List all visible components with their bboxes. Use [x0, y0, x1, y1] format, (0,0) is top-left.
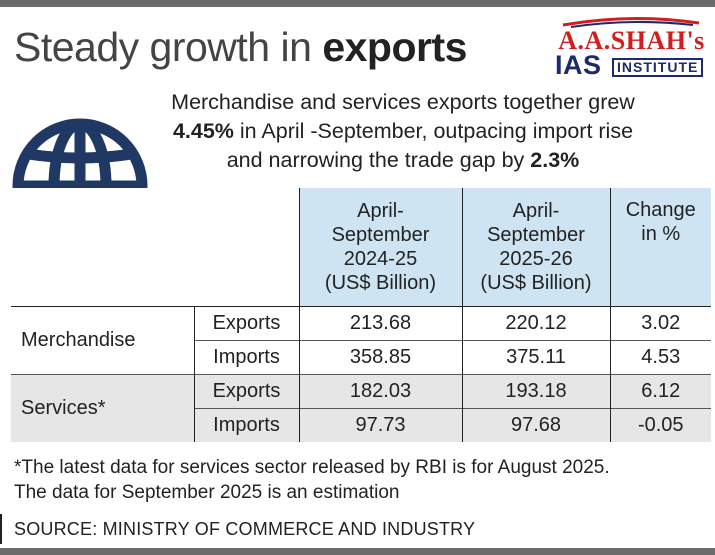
col-header-2024: April- September 2024-25 (US$ Billion): [298, 188, 462, 307]
subtitle-line3: and narrowing the trade gap by: [226, 148, 531, 172]
category-services: Services*: [11, 374, 194, 442]
col-header-line: September: [487, 224, 585, 246]
table-cell: 375.11: [461, 340, 610, 375]
logo-institute: INSTITUTE: [612, 58, 704, 77]
row-label: Imports: [193, 340, 299, 375]
col-header-line: Change: [625, 199, 696, 221]
table-cell: -0.05: [609, 408, 711, 442]
table-cell: 3.02: [609, 306, 711, 341]
subtitle-pct2: 2.3%: [530, 148, 580, 172]
footnote: *The latest data for services sector rel…: [14, 455, 714, 505]
col-header-change: Change in %: [609, 188, 711, 307]
col-header-line: September: [331, 224, 430, 246]
footnote-line: *The latest data for services sector rel…: [14, 457, 610, 478]
logo-name: A.A.SHAH's: [558, 26, 705, 55]
source-rule: [0, 514, 2, 544]
subtitle-line1: Merchandise and services exports togethe…: [171, 90, 635, 114]
source-text: SOURCE: MINISTRY OF COMMERCE AND INDUSTR…: [14, 519, 476, 539]
chart-subtitle: Merchandise and services exports togethe…: [143, 88, 663, 175]
col-header-line: (US$ Billion): [324, 272, 437, 294]
subtitle-line2: in April -September, outpacing import ri…: [233, 119, 634, 143]
table-cell: 358.85: [298, 340, 462, 375]
table-row: Services* Exports 182.03 193.18 6.12: [11, 374, 711, 442]
table-cell: 220.12: [461, 306, 610, 341]
table-row: Imports 97.73 97.68 -0.05: [11, 408, 711, 442]
col-header-line: April-: [357, 200, 404, 222]
col-header-line: April-: [512, 200, 560, 222]
table-row: Imports 358.85 375.11 4.53: [11, 340, 711, 375]
category-merchandise: Merchandise: [11, 306, 194, 375]
col-header-line: in %: [641, 223, 681, 245]
table-cell: 193.18: [461, 374, 610, 409]
row-label: Exports: [193, 306, 299, 341]
subtitle-pct1: 4.45%: [172, 119, 234, 143]
institute-logo: A.A.SHAH's IAS INSTITUTE: [553, 16, 710, 80]
chart-title: Steady growth in exports: [14, 24, 467, 71]
footnote-line: The data for September 2025 is an estima…: [14, 482, 400, 503]
title-bold: exports: [322, 24, 467, 70]
col-header-line: 2025-26: [499, 248, 573, 270]
table-cell: 97.73: [298, 408, 462, 442]
table-cell: 97.68: [461, 408, 610, 442]
logo-swoosh-icon: [562, 16, 700, 28]
table-cell: 182.03: [298, 374, 462, 409]
trade-table: April- September 2024-25 (US$ Billion) A…: [11, 188, 711, 442]
table-row: Merchandise Exports 213.68 220.12 3.02: [11, 306, 711, 375]
title-light: Steady growth in: [14, 24, 312, 70]
top-rule: [0, 0, 715, 7]
bottom-rule: [0, 548, 715, 555]
row-label: Exports: [193, 374, 299, 409]
header-blank: [11, 188, 299, 307]
row-label: Imports: [193, 408, 299, 442]
col-header-2025: April- September 2025-26 (US$ Billion): [461, 188, 610, 307]
table-cell: 4.53: [609, 340, 711, 375]
col-header-line: 2024-25: [343, 248, 418, 270]
table-cell: 213.68: [298, 306, 462, 341]
table-cell: 6.12: [609, 374, 711, 409]
col-header-line: (US$ Billion): [480, 272, 592, 294]
logo-ias: IAS: [555, 50, 602, 80]
